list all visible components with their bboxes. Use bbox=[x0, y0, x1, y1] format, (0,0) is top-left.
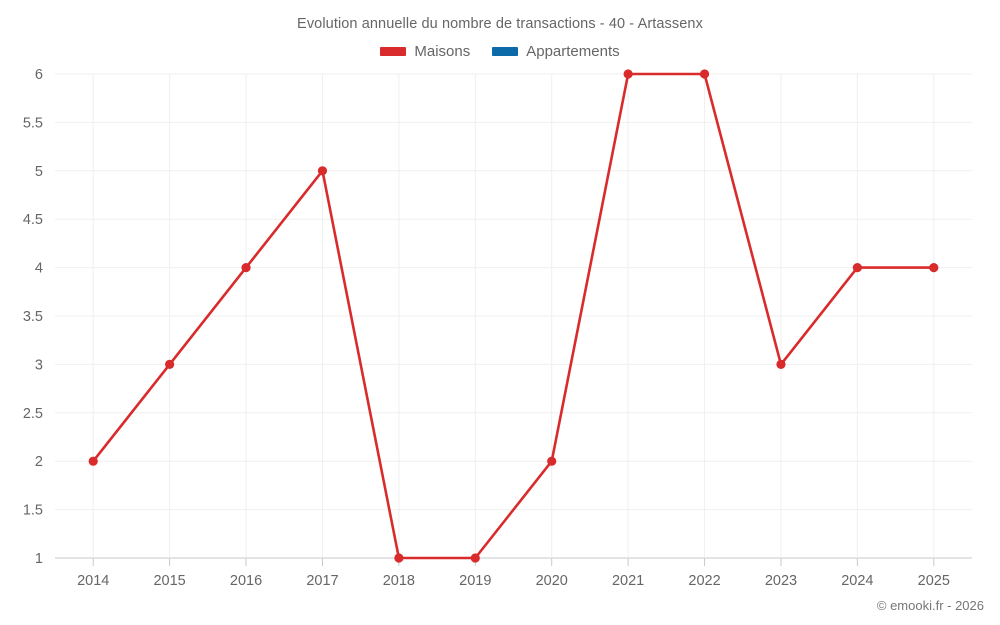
chart-title: Evolution annuelle du nombre de transact… bbox=[297, 16, 703, 32]
data-point-maisons-2020[interactable] bbox=[547, 456, 557, 466]
x-axis-tick-label: 2025 bbox=[918, 573, 950, 589]
legend-item-appartements[interactable]: Appartements bbox=[492, 43, 620, 60]
y-axis-tick-label: 4 bbox=[35, 261, 43, 277]
x-axis-tick-label: 2014 bbox=[77, 573, 109, 589]
data-point-maisons-2025[interactable] bbox=[929, 263, 939, 273]
legend-swatch-appartements bbox=[492, 47, 519, 56]
data-point-maisons-2017[interactable] bbox=[317, 166, 328, 176]
x-axis-tick-label: 2024 bbox=[841, 573, 873, 589]
data-point-maisons-2014[interactable] bbox=[88, 456, 98, 466]
series-line-maisons bbox=[91, 72, 936, 560]
y-axis-tick-label: 5 bbox=[35, 164, 43, 180]
y-axis-tick-label: 5.5 bbox=[23, 115, 43, 131]
legend-label-appartements: Appartements bbox=[526, 43, 620, 60]
y-axis-tick-label: 3 bbox=[35, 357, 43, 373]
legend-swatch-maisons bbox=[380, 47, 407, 56]
x-axis-tick-label: 2018 bbox=[383, 573, 415, 589]
x-axis-tick-label: 2020 bbox=[536, 573, 568, 589]
y-axis-tick-label: 6 bbox=[35, 67, 43, 83]
data-point-maisons-2015[interactable] bbox=[165, 359, 175, 369]
x-axis-tick-label: 2023 bbox=[765, 573, 797, 589]
data-point-maisons-2018[interactable] bbox=[394, 553, 404, 563]
x-axis-tick-label: 2016 bbox=[230, 573, 262, 589]
legend-label-maisons: Maisons bbox=[414, 43, 471, 60]
y-axis-tick-label: 4.5 bbox=[23, 212, 43, 228]
y-axis-tick-label: 2.5 bbox=[23, 406, 43, 422]
data-point-maisons-2022[interactable] bbox=[699, 69, 710, 79]
x-axis-tick-label: 2017 bbox=[306, 573, 338, 589]
data-point-maisons-2021[interactable] bbox=[623, 69, 633, 79]
y-axis-tick-label: 3.5 bbox=[23, 309, 43, 325]
y-axis-tick-label: 1.5 bbox=[23, 503, 43, 519]
legend-item-maisons[interactable]: Maisons bbox=[380, 44, 470, 59]
data-point-maisons-2019[interactable] bbox=[470, 553, 480, 563]
y-axis-tick-label: 2 bbox=[35, 454, 43, 470]
data-point-maisons-2023[interactable] bbox=[776, 359, 786, 369]
data-point-maisons-2016[interactable] bbox=[241, 263, 251, 273]
x-axis-tick-label: 2019 bbox=[459, 573, 491, 589]
chart-legend: Maisons Appartements bbox=[0, 44, 1000, 59]
x-axis-tick-label: 2015 bbox=[153, 573, 185, 589]
data-point-maisons-2024[interactable] bbox=[852, 263, 862, 273]
credit-text: © emooki.fr - 2026 bbox=[876, 598, 984, 613]
x-axis-tick-label: 2022 bbox=[688, 573, 720, 589]
y-axis-tick-label: 1 bbox=[35, 551, 43, 567]
x-axis-tick-label: 2021 bbox=[612, 573, 644, 589]
